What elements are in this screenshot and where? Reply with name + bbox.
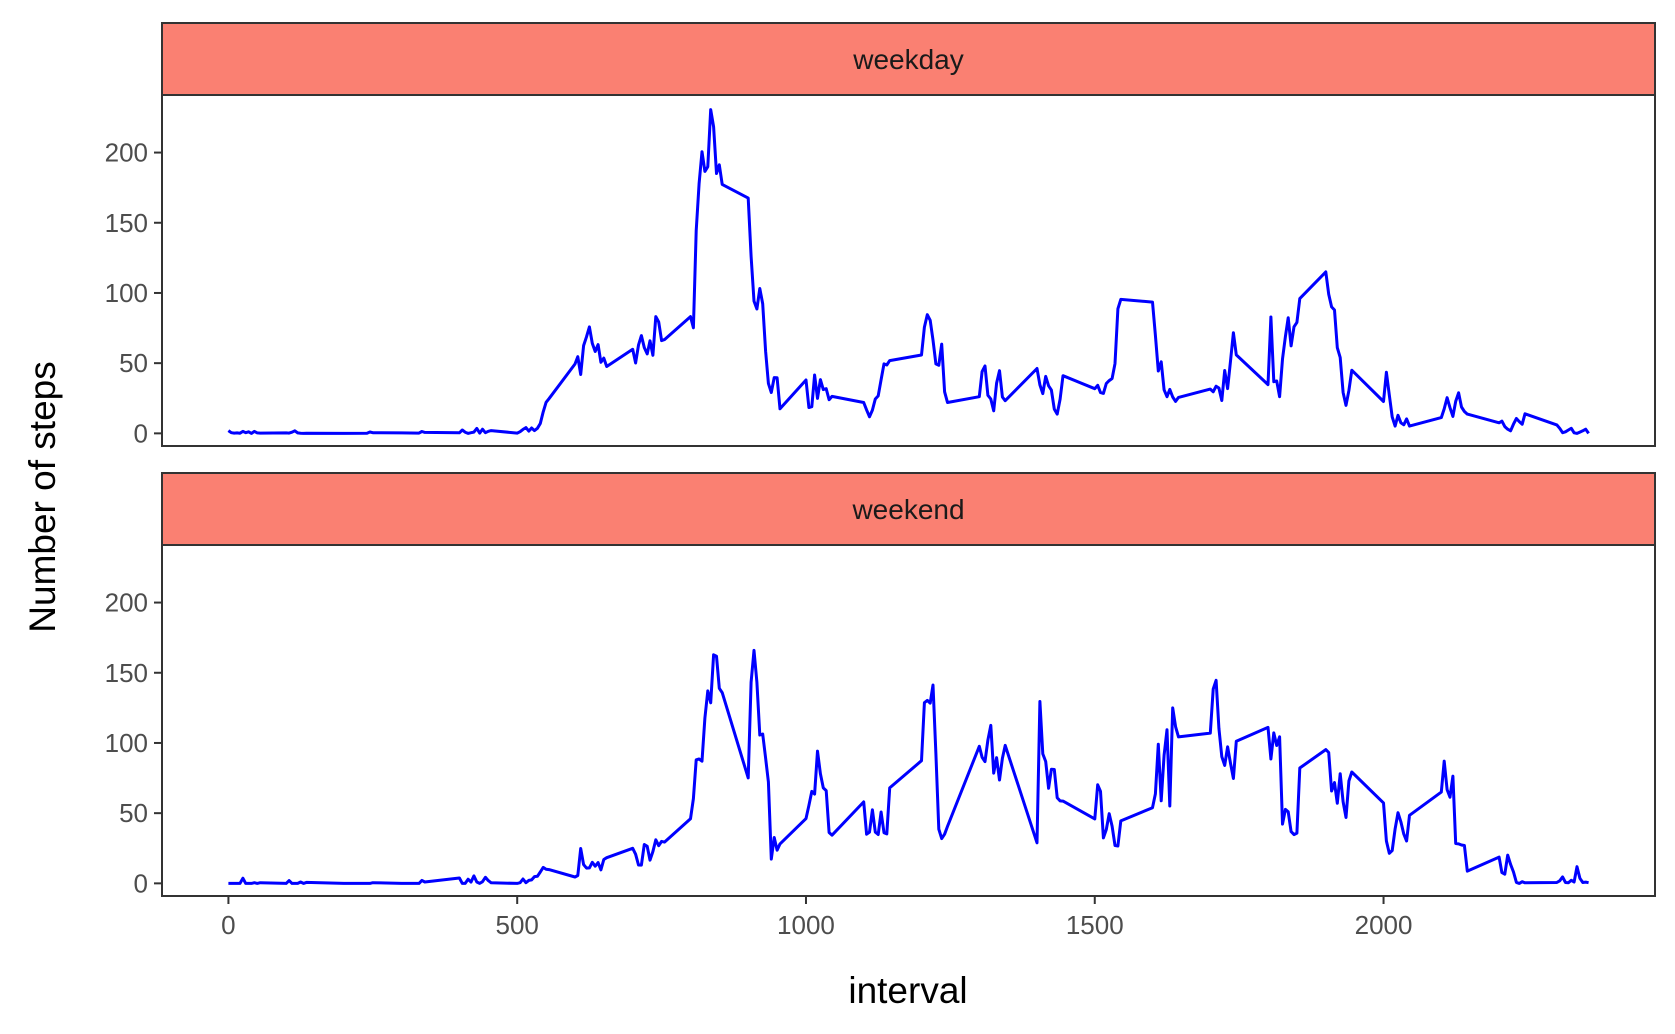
y-tick-label: 150 [105,208,148,238]
y-tick-label: 0 [134,868,148,898]
x-tick-label: 1000 [777,910,835,940]
y-tick-label: 50 [119,798,148,828]
y-tick-label: 100 [105,728,148,758]
x-tick-label: 0 [221,910,235,940]
panel-border [161,544,1656,897]
y-axis-title: Number of steps [22,361,63,632]
panel-weekday: weekday 0 50 100 150 200 [105,22,1656,448]
facet-strip [161,22,1656,96]
y-tick-label: 50 [119,348,148,378]
series-line [227,108,1590,435]
y-tick-label: 200 [105,588,148,618]
facet-strip-label: weekend [851,494,964,525]
x-tick-label: 1500 [1066,910,1124,940]
x-axis: 0 500 1000 1500 2000 [221,896,1412,940]
facet-strip-label: weekday [852,44,964,75]
y-tick-label: 0 [134,418,148,448]
x-tick-label: 2000 [1355,910,1413,940]
y-tick-label: 200 [105,138,148,168]
y-tick-label: 150 [105,658,148,688]
y-tick-label: 100 [105,278,148,308]
series-line [228,648,1589,885]
panel-border [161,94,1656,447]
x-axis-title: interval [848,970,967,1011]
panel-weekend: weekend 0 50 100 150 200 [105,472,1656,898]
x-tick-label: 500 [496,910,539,940]
chart-panels: weekday 0 50 100 150 200 weekend 0 50 100 150 200 [105,22,1656,898]
